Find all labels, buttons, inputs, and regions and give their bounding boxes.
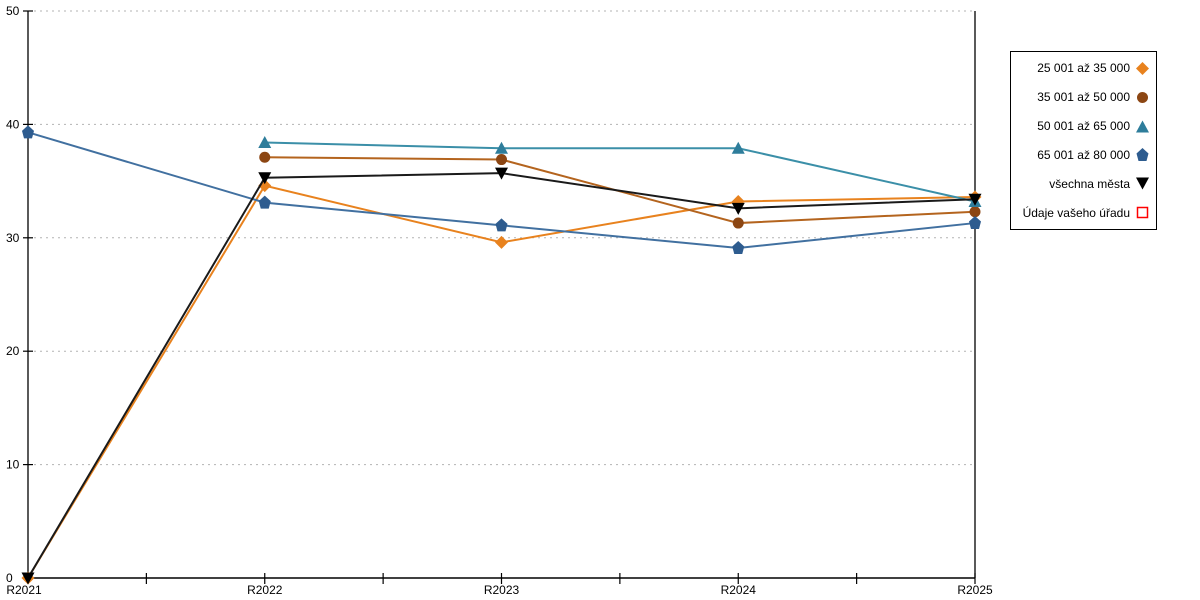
y-axis-label: 50 — [6, 4, 20, 18]
legend-item: všechna města — [1013, 176, 1150, 191]
legend-item: 35 001 až 50 000 — [1013, 90, 1150, 105]
legend-item: 25 001 až 35 000 — [1013, 61, 1150, 76]
y-axis-label: 40 — [6, 117, 20, 131]
pentagon-marker — [732, 241, 745, 255]
x-axis-label: R2023 — [484, 583, 520, 597]
pentagon-icon — [1136, 148, 1149, 162]
circle-marker — [259, 151, 271, 163]
legend-item: 65 001 až 80 000 — [1013, 147, 1150, 162]
circle-marker — [496, 154, 507, 166]
y-axis-label: 0 — [6, 571, 13, 585]
circle-marker — [732, 217, 744, 229]
x-axis-label: R2024 — [721, 583, 757, 597]
legend-item-label: 25 001 až 35 000 — [1037, 61, 1130, 76]
triangle-down-marker — [258, 172, 272, 185]
series-line — [264, 141, 976, 203]
y-axis-label: 30 — [6, 231, 20, 245]
x-axis-label: R2025 — [957, 583, 993, 597]
triangle-down-marker — [731, 202, 745, 215]
pentagon-marker — [969, 216, 981, 230]
series-line — [27, 172, 976, 579]
triangle-down-marker — [968, 193, 982, 206]
diamond-icon — [1136, 61, 1149, 75]
legend-item-label: 65 001 až 80 000 — [1037, 147, 1130, 162]
legend-item: 50 001 až 65 000 — [1013, 119, 1150, 134]
triangle-up-marker — [495, 141, 508, 154]
triangle-up-marker — [258, 136, 272, 149]
x-axis-label: R2022 — [247, 583, 283, 597]
triangle-down-marker — [495, 167, 508, 180]
y-axis-label: 10 — [6, 458, 20, 472]
triangle-up-marker — [731, 141, 745, 154]
chart-legend: 25 001 až 35 000 35 001 až 50 000 50 001 a… — [1010, 51, 1157, 230]
pentagon-marker — [258, 195, 271, 209]
square-open-icon — [1136, 206, 1149, 219]
diamond-marker — [495, 235, 508, 249]
circle-icon — [1137, 91, 1148, 103]
legend-item-label: všechna města — [1049, 176, 1130, 191]
triangle-down-marker — [21, 572, 35, 585]
x-axis-label: R2021 — [6, 583, 42, 597]
legend-item: Údaje vašeho úřadu — [1013, 205, 1150, 220]
legend-item-label: 50 001 až 65 000 — [1037, 119, 1130, 134]
circle-marker — [969, 206, 981, 218]
legend-item-label: Údaje vašeho úřadu — [1022, 205, 1130, 220]
triangle-up-icon — [1136, 120, 1149, 133]
triangle-down-icon — [1136, 177, 1149, 190]
pentagon-marker — [495, 218, 508, 232]
y-axis-label: 20 — [6, 344, 20, 358]
legend-item-label: 35 001 až 50 000 — [1037, 90, 1130, 105]
pentagon-marker — [22, 125, 34, 139]
